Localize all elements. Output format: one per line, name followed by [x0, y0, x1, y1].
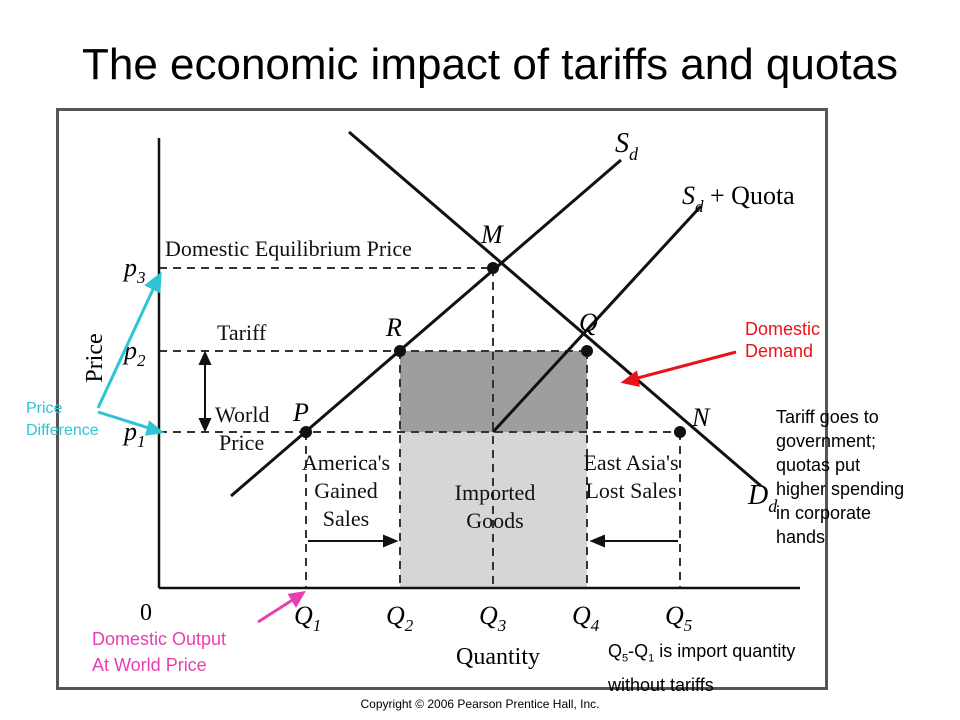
- copyright-notice: Copyright © 2006 Pearson Prentice Hall, …: [360, 697, 600, 711]
- point-m: [487, 262, 499, 274]
- tariff-note-line4: higher spending: [776, 479, 905, 499]
- domestic-demand-line2: Demand: [745, 341, 814, 361]
- point-p: [300, 426, 312, 438]
- supply-quota-label: Sd + Quota: [682, 181, 795, 216]
- point-p-label: P: [292, 398, 309, 427]
- america-sales-line2: Gained: [314, 478, 378, 503]
- domestic-output-line1: Domestic Output: [92, 629, 227, 649]
- import-quantity-line2: without tariffs: [608, 674, 714, 695]
- q3-label: Q3: [479, 601, 506, 635]
- price-difference-annotation: Price Difference: [26, 398, 99, 442]
- point-q: [581, 345, 593, 357]
- y-axis-label: Price: [82, 333, 108, 382]
- domestic-output-annotation: Domestic Output At World Price: [92, 626, 226, 678]
- tariff-note-line1: Tariff goes to: [776, 407, 879, 427]
- imported-goods-line1: Imported: [455, 480, 536, 505]
- domestic-equilibrium-price-label: Domestic Equilibrium Price: [165, 236, 412, 261]
- demand-curve-label: Dd: [747, 480, 778, 516]
- tariff-revenue-area: [400, 351, 587, 432]
- import-quantity-line1: Q5-Q1 is import quantity: [608, 641, 796, 665]
- world-price-label-line2: Price: [219, 430, 264, 455]
- tariff-note-line5: in corporate: [776, 503, 872, 523]
- gained-sales-arrow: [308, 534, 399, 548]
- east-asia-line2: Lost Sales: [585, 478, 676, 503]
- q5-label: Q5: [665, 601, 692, 635]
- tariff-note-line3: quotas put: [776, 455, 861, 475]
- point-r-label: R: [385, 313, 402, 342]
- q4-label: Q4: [572, 601, 600, 635]
- tariff-note-line2: government;: [776, 431, 877, 451]
- tariff-note: Tariff goes to government; quotas put hi…: [776, 405, 904, 549]
- imported-goods-line2: Goods: [466, 508, 523, 533]
- page-title: The economic impact of tariffs and quota…: [81, 40, 899, 89]
- tariff-note-line6: hands: [776, 527, 826, 547]
- q2-label: Q2: [386, 601, 414, 635]
- q1-label: Q1: [294, 601, 321, 635]
- point-q-label: Q: [579, 308, 598, 337]
- world-price-label-line1: World: [215, 402, 269, 427]
- price-difference-line1: Price: [26, 400, 63, 417]
- lost-sales-arrow: [589, 534, 678, 548]
- point-m-label: M: [480, 220, 504, 249]
- price-difference-line2: Difference: [26, 422, 99, 439]
- tariff-arrow: [198, 350, 212, 433]
- america-sales-line1: America's: [302, 450, 390, 475]
- x-axis-label: Quantity: [456, 644, 540, 670]
- point-n: [674, 426, 686, 438]
- import-quantity-note: Q5-Q1 is import quantity without tariffs: [608, 638, 795, 698]
- tariff-label: Tariff: [217, 320, 267, 345]
- domestic-supply-curve: [230, 158, 622, 498]
- tariff-quota-diagram: Sd Sd + Quota Dd M R Q P N p3 p2 p1 Dome…: [56, 108, 828, 690]
- domestic-demand-annotation: Domestic Demand: [745, 318, 820, 362]
- east-asia-line1: East Asia's: [583, 450, 678, 475]
- supply-curve-label: Sd: [615, 128, 639, 164]
- point-r: [394, 345, 406, 357]
- supply-plus-quota-curve: [491, 204, 703, 434]
- dashed-guides: [159, 267, 681, 588]
- domestic-demand-curve: [348, 130, 762, 488]
- origin-label: 0: [140, 600, 152, 626]
- domestic-demand-line1: Domestic: [745, 319, 821, 339]
- price-p3-label: p3: [122, 253, 146, 287]
- point-n-label: N: [691, 403, 711, 432]
- america-sales-line3: Sales: [323, 506, 369, 531]
- domestic-output-line2: At World Price: [92, 655, 207, 675]
